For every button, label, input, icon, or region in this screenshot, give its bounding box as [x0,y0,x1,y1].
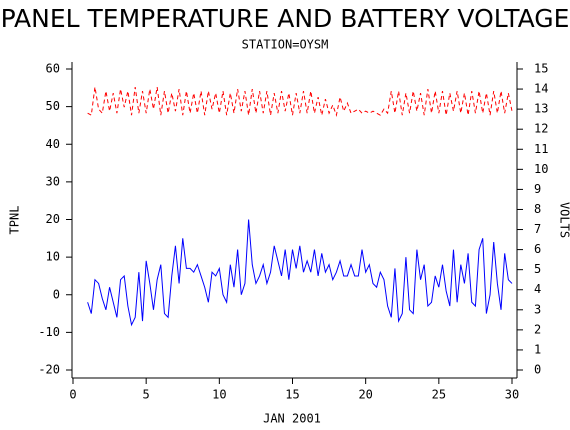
y2-tick-label: 10 [534,162,548,176]
y2-tick-label: 2 [534,322,541,336]
y-axis-label: TPNL [8,206,22,235]
y2-tick-label: 3 [534,302,541,316]
y2-tick-label: 11 [534,142,548,156]
x-tick-label: 0 [69,388,76,402]
y2-tick-label: 12 [534,122,548,136]
y2-tick-label: 14 [534,82,548,96]
x-tick-label: 25 [432,388,446,402]
x-tick-label: 15 [285,388,299,402]
y2-axis-label: VOLTS [558,202,570,238]
x-axis-label: JAN 2001 [263,412,321,426]
x-tick-label: 5 [143,388,150,402]
y-tick-label: -10 [38,325,60,339]
y-tick-label: 50 [46,99,60,113]
y-tick-label: 10 [46,250,60,264]
y-tick-label: -20 [38,363,60,377]
y-tick-label: 0 [53,287,60,301]
series-line [87,219,513,327]
y2-tick-label: 15 [534,62,548,76]
y2-tick-label: 7 [534,222,541,236]
y-tick-label: 40 [46,137,60,151]
chart-subtitle: STATION=OYSM [242,38,329,52]
x-tick-label: 20 [358,388,372,402]
series-line [87,86,513,117]
y2-tick-label: 4 [534,282,541,296]
x-tick-label: 30 [505,388,519,402]
y2-tick-label: 13 [534,102,548,116]
y2-tick-label: 1 [534,342,541,356]
y2-tick-label: 8 [534,202,541,216]
y2-tick-label: 0 [534,363,541,377]
chart-title: PANEL TEMPERATURE AND BATTERY VOLTAGE [1,4,570,33]
x-tick-label: 10 [212,388,226,402]
y-tick-label: 30 [46,174,60,188]
y-tick-label: 60 [46,62,60,76]
y2-tick-label: 6 [534,242,541,256]
y2-tick-label: 5 [534,262,541,276]
y2-tick-label: 9 [534,182,541,196]
y-tick-label: 20 [46,212,60,226]
